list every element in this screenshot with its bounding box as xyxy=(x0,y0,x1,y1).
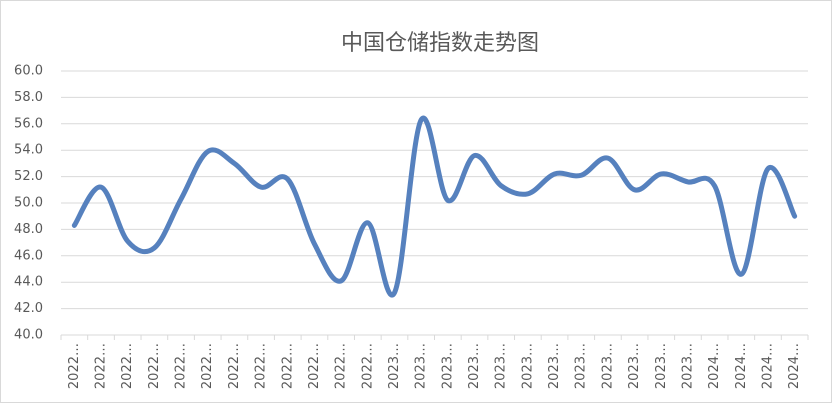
y-tick-label: 42.0 xyxy=(14,301,43,316)
y-tick-label: 50.0 xyxy=(14,196,43,211)
x-tick-label: 2022… xyxy=(67,343,82,389)
y-tick-label: 54.0 xyxy=(14,143,43,158)
x-tick-label: 2023… xyxy=(494,343,509,389)
x-tick-label: 2023… xyxy=(627,343,642,389)
y-tick-label: 58.0 xyxy=(14,90,43,105)
y-tick-label: 52.0 xyxy=(14,169,43,184)
x-tick-label: 2022… xyxy=(227,343,242,389)
x-tick-label: 2022… xyxy=(334,343,349,389)
x-tick-label: 2023… xyxy=(600,343,615,389)
x-tick-label: 2022… xyxy=(200,343,215,389)
x-tick-label: 2023… xyxy=(654,343,669,389)
x-tick-label: 2022… xyxy=(147,343,162,389)
x-tick-label: 2022… xyxy=(280,343,295,389)
x-tick-label: 2023… xyxy=(574,343,589,389)
x-tick-label: 2023… xyxy=(387,343,402,389)
x-tick-label: 2023… xyxy=(440,343,455,389)
x-tick-label: 2022… xyxy=(307,343,322,389)
x-tick-label: 2023… xyxy=(547,343,562,389)
y-tick-label: 44.0 xyxy=(14,275,43,290)
x-tick-label: 2022… xyxy=(120,343,135,389)
y-tick-label: 48.0 xyxy=(14,222,43,237)
x-tick-label: 2022… xyxy=(254,343,269,389)
x-tick-label: 2024… xyxy=(760,343,775,389)
x-tick-label: 2023… xyxy=(467,343,482,389)
x-tick-label: 2023… xyxy=(680,343,695,389)
y-tick-label: 56.0 xyxy=(14,116,43,131)
y-tick-label: 40.0 xyxy=(14,328,43,343)
chart-title: 中国仓储指数走势图 xyxy=(341,31,539,56)
y-tick-label: 46.0 xyxy=(14,248,43,263)
line-series xyxy=(71,115,798,298)
x-tick-label: 2023… xyxy=(414,343,429,389)
x-tick-label: 2022… xyxy=(94,343,109,389)
y-tick-label: 60.0 xyxy=(14,64,43,79)
x-tick-label: 2022… xyxy=(360,343,375,389)
x-tick-label: 2024… xyxy=(734,343,749,389)
x-tick-label: 2022… xyxy=(174,343,189,389)
x-tick-label: 2023… xyxy=(520,343,535,389)
x-tick-label: 2024… xyxy=(707,343,722,389)
x-tick-label: 2024… xyxy=(787,343,802,389)
